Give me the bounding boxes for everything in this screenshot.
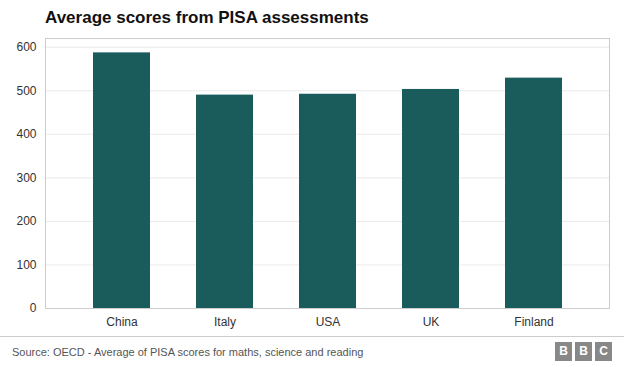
svg-text:500: 500 (16, 84, 36, 98)
svg-text:200: 200 (16, 214, 36, 228)
svg-text:100: 100 (16, 258, 36, 272)
html-text:Average scores from PISA asses: Average scores from PISA assessments (45, 8, 369, 27)
svg-text:400: 400 (16, 127, 36, 141)
svg-text:Italy: Italy (214, 315, 236, 329)
svg-text:Finland: Finland (514, 315, 553, 329)
svg-text:UK: UK (423, 315, 440, 329)
html-text:B: B (559, 344, 568, 358)
svg-text:0: 0 (30, 301, 37, 315)
svg-text:300: 300 (16, 171, 36, 185)
html-text:B: B (579, 344, 588, 358)
svg-text:USA: USA (316, 315, 341, 329)
html-text:Source: OECD - Average of PISA: Source: OECD - Average of PISA scores fo… (12, 345, 364, 358)
svg-text:China: China (106, 315, 138, 329)
html-text:C: C (599, 344, 608, 358)
svg-text:600: 600 (16, 40, 36, 54)
